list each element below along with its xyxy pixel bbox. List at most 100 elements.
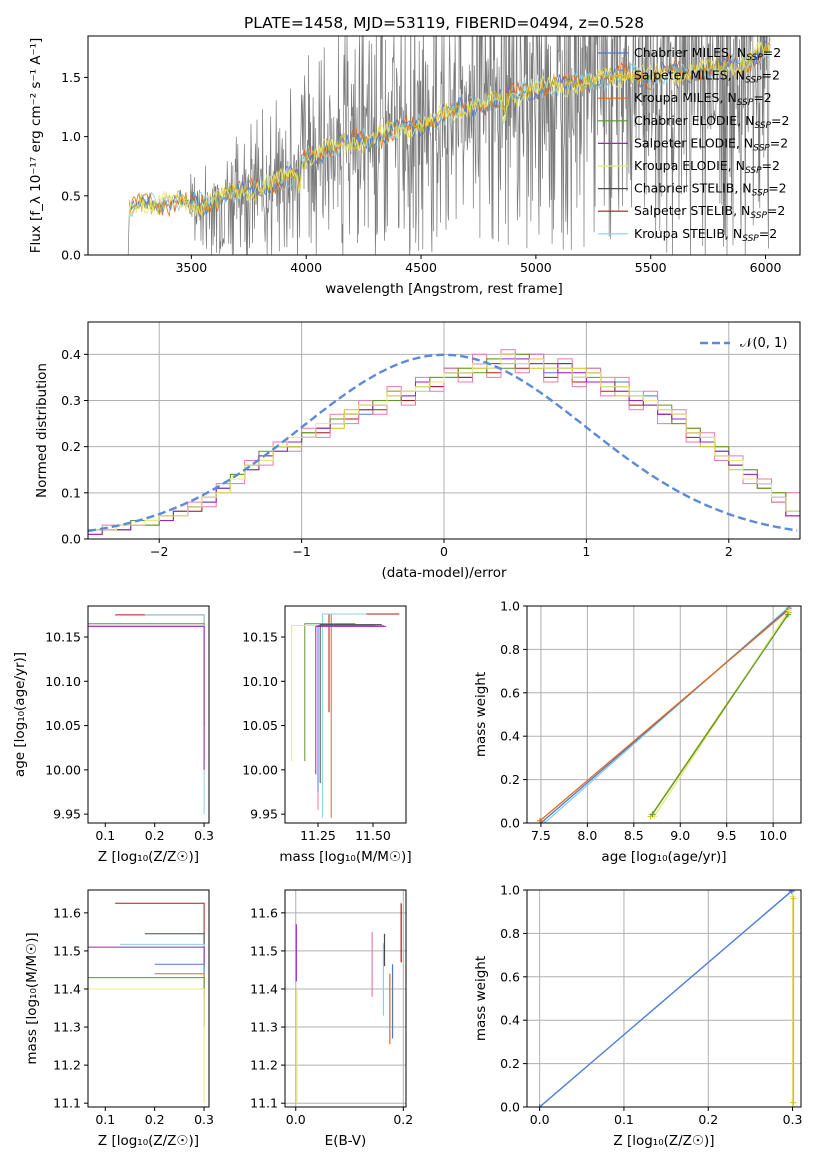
y-tick-label: 11.2	[53, 1058, 81, 1073]
y-tick-label: 0.0	[500, 816, 520, 831]
y-tick-label: 0.8	[500, 926, 520, 941]
y-tick-label: 0.2	[61, 439, 81, 454]
massweight-marker	[649, 811, 656, 818]
plot-marks	[127, 36, 771, 255]
axes-frame	[87, 321, 801, 540]
x-tick-label: 9.5	[717, 828, 737, 843]
step-line-kroupa-stelib	[120, 943, 205, 1028]
plot-marks	[291, 613, 400, 818]
y-tick-label: 0.0	[61, 532, 81, 547]
y-tick-label: 0.8	[500, 642, 520, 657]
y-tick-label: 10.10	[242, 674, 278, 689]
step-line-salpeter-elodie	[88, 625, 205, 770]
axes-frame	[284, 889, 407, 1108]
y-tick-label: 0.1	[61, 485, 81, 500]
x-tick-label: 0	[440, 544, 448, 559]
x-tick-label: 11.25	[300, 828, 336, 843]
legend-label-suffix: =2	[770, 135, 788, 150]
x-tick-label: 1	[582, 544, 590, 559]
step-line-kroupa-elodie	[291, 625, 351, 761]
step-line-kroupa-elodie	[88, 988, 205, 1104]
y-axis-label: Flux [f_λ 10⁻¹⁷ erg cm⁻² s⁻¹ A⁻¹]	[28, 38, 44, 254]
legend-label: Salpeter STELIB, NSSP=2	[634, 203, 785, 221]
legend-label: Chabrier STELIB, NSSP=2	[634, 181, 787, 199]
step-line-kroupa-stelib	[321, 613, 367, 818]
step-line-chabrier-stelib	[319, 624, 382, 784]
step-line-salpeter-stelib	[328, 613, 400, 713]
plot-marks	[88, 902, 205, 1104]
y-tick-label: 10.15	[242, 630, 278, 645]
y-tick-label: 0.4	[500, 729, 520, 744]
y-tick-label: 11.6	[250, 905, 278, 920]
mass-vs-metallicity-panel: 0.1 0.2 0.3 11.1 11.2 11.3 11.4 11.5 11.6 Z [log₁…	[24, 889, 214, 1149]
residuals-legend: 𝒩(0, 1)	[700, 336, 787, 351]
y-tick-label: 1.0	[500, 599, 520, 614]
y-tick-label: 1.5	[61, 70, 81, 85]
y-tick-label: 1.0	[500, 883, 520, 898]
x-tick-label: 0.2	[393, 1112, 413, 1127]
massweight-marker	[785, 607, 792, 614]
massweight-marker	[790, 895, 797, 902]
legend-label-suffix: =2	[753, 90, 771, 105]
legend-label: Chabrier MILES, NSSP=2	[634, 45, 781, 63]
step-line-chabrier-miles	[154, 963, 205, 997]
plot-marks	[536, 890, 797, 1107]
x-axis-label: wavelength [Angstrom, rest frame]	[325, 281, 563, 297]
massweight-line-chabrier-miles	[539, 890, 793, 1107]
legend-label-text: Kroupa ELODIE, N	[634, 158, 745, 173]
massweight-vs-age-panel: 7.5 8.0 8.5 9.0 9.5 10.0 0.0 0.2 0.4 0.6 0.8 1.0 age…	[473, 599, 802, 865]
legend-label-subscript: SSP	[752, 189, 769, 199]
y-tick-label: 10.10	[45, 674, 81, 689]
legend-label-text: Kroupa MILES, N	[634, 90, 737, 105]
x-tick-label: 10.0	[759, 828, 787, 843]
step-line-chabrier-elodie	[88, 623, 205, 726]
x-tick-label: 0.1	[614, 1112, 634, 1127]
legend-label: Kroupa MILES, NSSP=2	[634, 90, 772, 108]
x-tick-label: −1	[292, 544, 310, 559]
x-axis-label: Z [log₁₀(Z/Z☉)]	[613, 1133, 714, 1149]
legend-label-text: Salpeter MILES, N	[634, 68, 745, 83]
x-tick-label: 0.2	[698, 1112, 718, 1127]
legend-label-subscript: SSP	[754, 121, 771, 131]
massweight-marker	[789, 890, 796, 893]
step-line-kroupa-miles	[330, 613, 362, 818]
y-axis-label: mass weight	[473, 672, 489, 757]
mass-vs-ebv-panel: 0.0 0.2 11.1 11.2 11.3 11.4 11.5 11.6 E(B-V)	[250, 889, 413, 1149]
y-tick-label: 11.4	[53, 981, 81, 996]
x-tick-label: 0.2	[145, 1112, 165, 1127]
step-line-salpeter-elodie	[88, 946, 205, 970]
y-tick-label: 0.0	[61, 248, 81, 263]
plot-marks	[537, 606, 793, 823]
y-tick-label: 9.95	[53, 807, 81, 822]
step-line-salpeter-elodie	[315, 625, 387, 775]
massweight-vs-metallicity-panel: 0.0 0.1 0.2 0.3 0.0 0.2 0.4 0.6 0.8 1.0 Z [log₁₀(Z…	[473, 883, 803, 1150]
y-tick-label: 10.15	[45, 630, 81, 645]
legend-label: Kroupa ELODIE, NSSP=2	[634, 158, 780, 176]
legend-label: Salpeter MILES, NSSP=2	[634, 68, 780, 86]
x-tick-label: 0.0	[530, 1112, 550, 1127]
legend-label-subscript: SSP	[750, 211, 767, 221]
legend-label: 𝒩(0, 1)	[740, 336, 787, 351]
y-tick-label: 11.1	[53, 1096, 81, 1111]
y-axis-label: age [log₁₀(age/yr)]	[12, 652, 28, 777]
y-tick-label: 0.6	[500, 969, 520, 984]
spectrum-panel: 3500 4000 4500 5000 5500 6000 0.0 0.5 1.0 1.5 wave…	[28, 14, 801, 297]
y-tick-label: 11.1	[250, 1096, 278, 1111]
legend-label-text: Kroupa STELIB, N	[634, 226, 742, 241]
legend-label-subscript: SSP	[745, 166, 762, 176]
x-tick-label: 6000	[750, 260, 782, 275]
step-line-kroupa-miles	[154, 973, 205, 1028]
axes-frame	[87, 889, 210, 1108]
figure-title: PLATE=1458, MJD=53119, FIBERID=0494, z=0…	[244, 14, 644, 32]
step-line-chabrier-stelib	[144, 933, 205, 967]
legend-label-suffix: =2	[768, 181, 786, 196]
y-tick-label: 10.00	[242, 762, 278, 777]
legend-label-text: Salpeter STELIB, N	[634, 203, 750, 218]
y-tick-label: 11.5	[53, 943, 81, 958]
x-tick-label: 3500	[175, 260, 207, 275]
legend-label-text: Chabrier MILES, N	[634, 45, 746, 60]
legend-label-suffix: =2	[763, 45, 781, 60]
massweight-line-chabrier-elodie	[651, 614, 789, 815]
